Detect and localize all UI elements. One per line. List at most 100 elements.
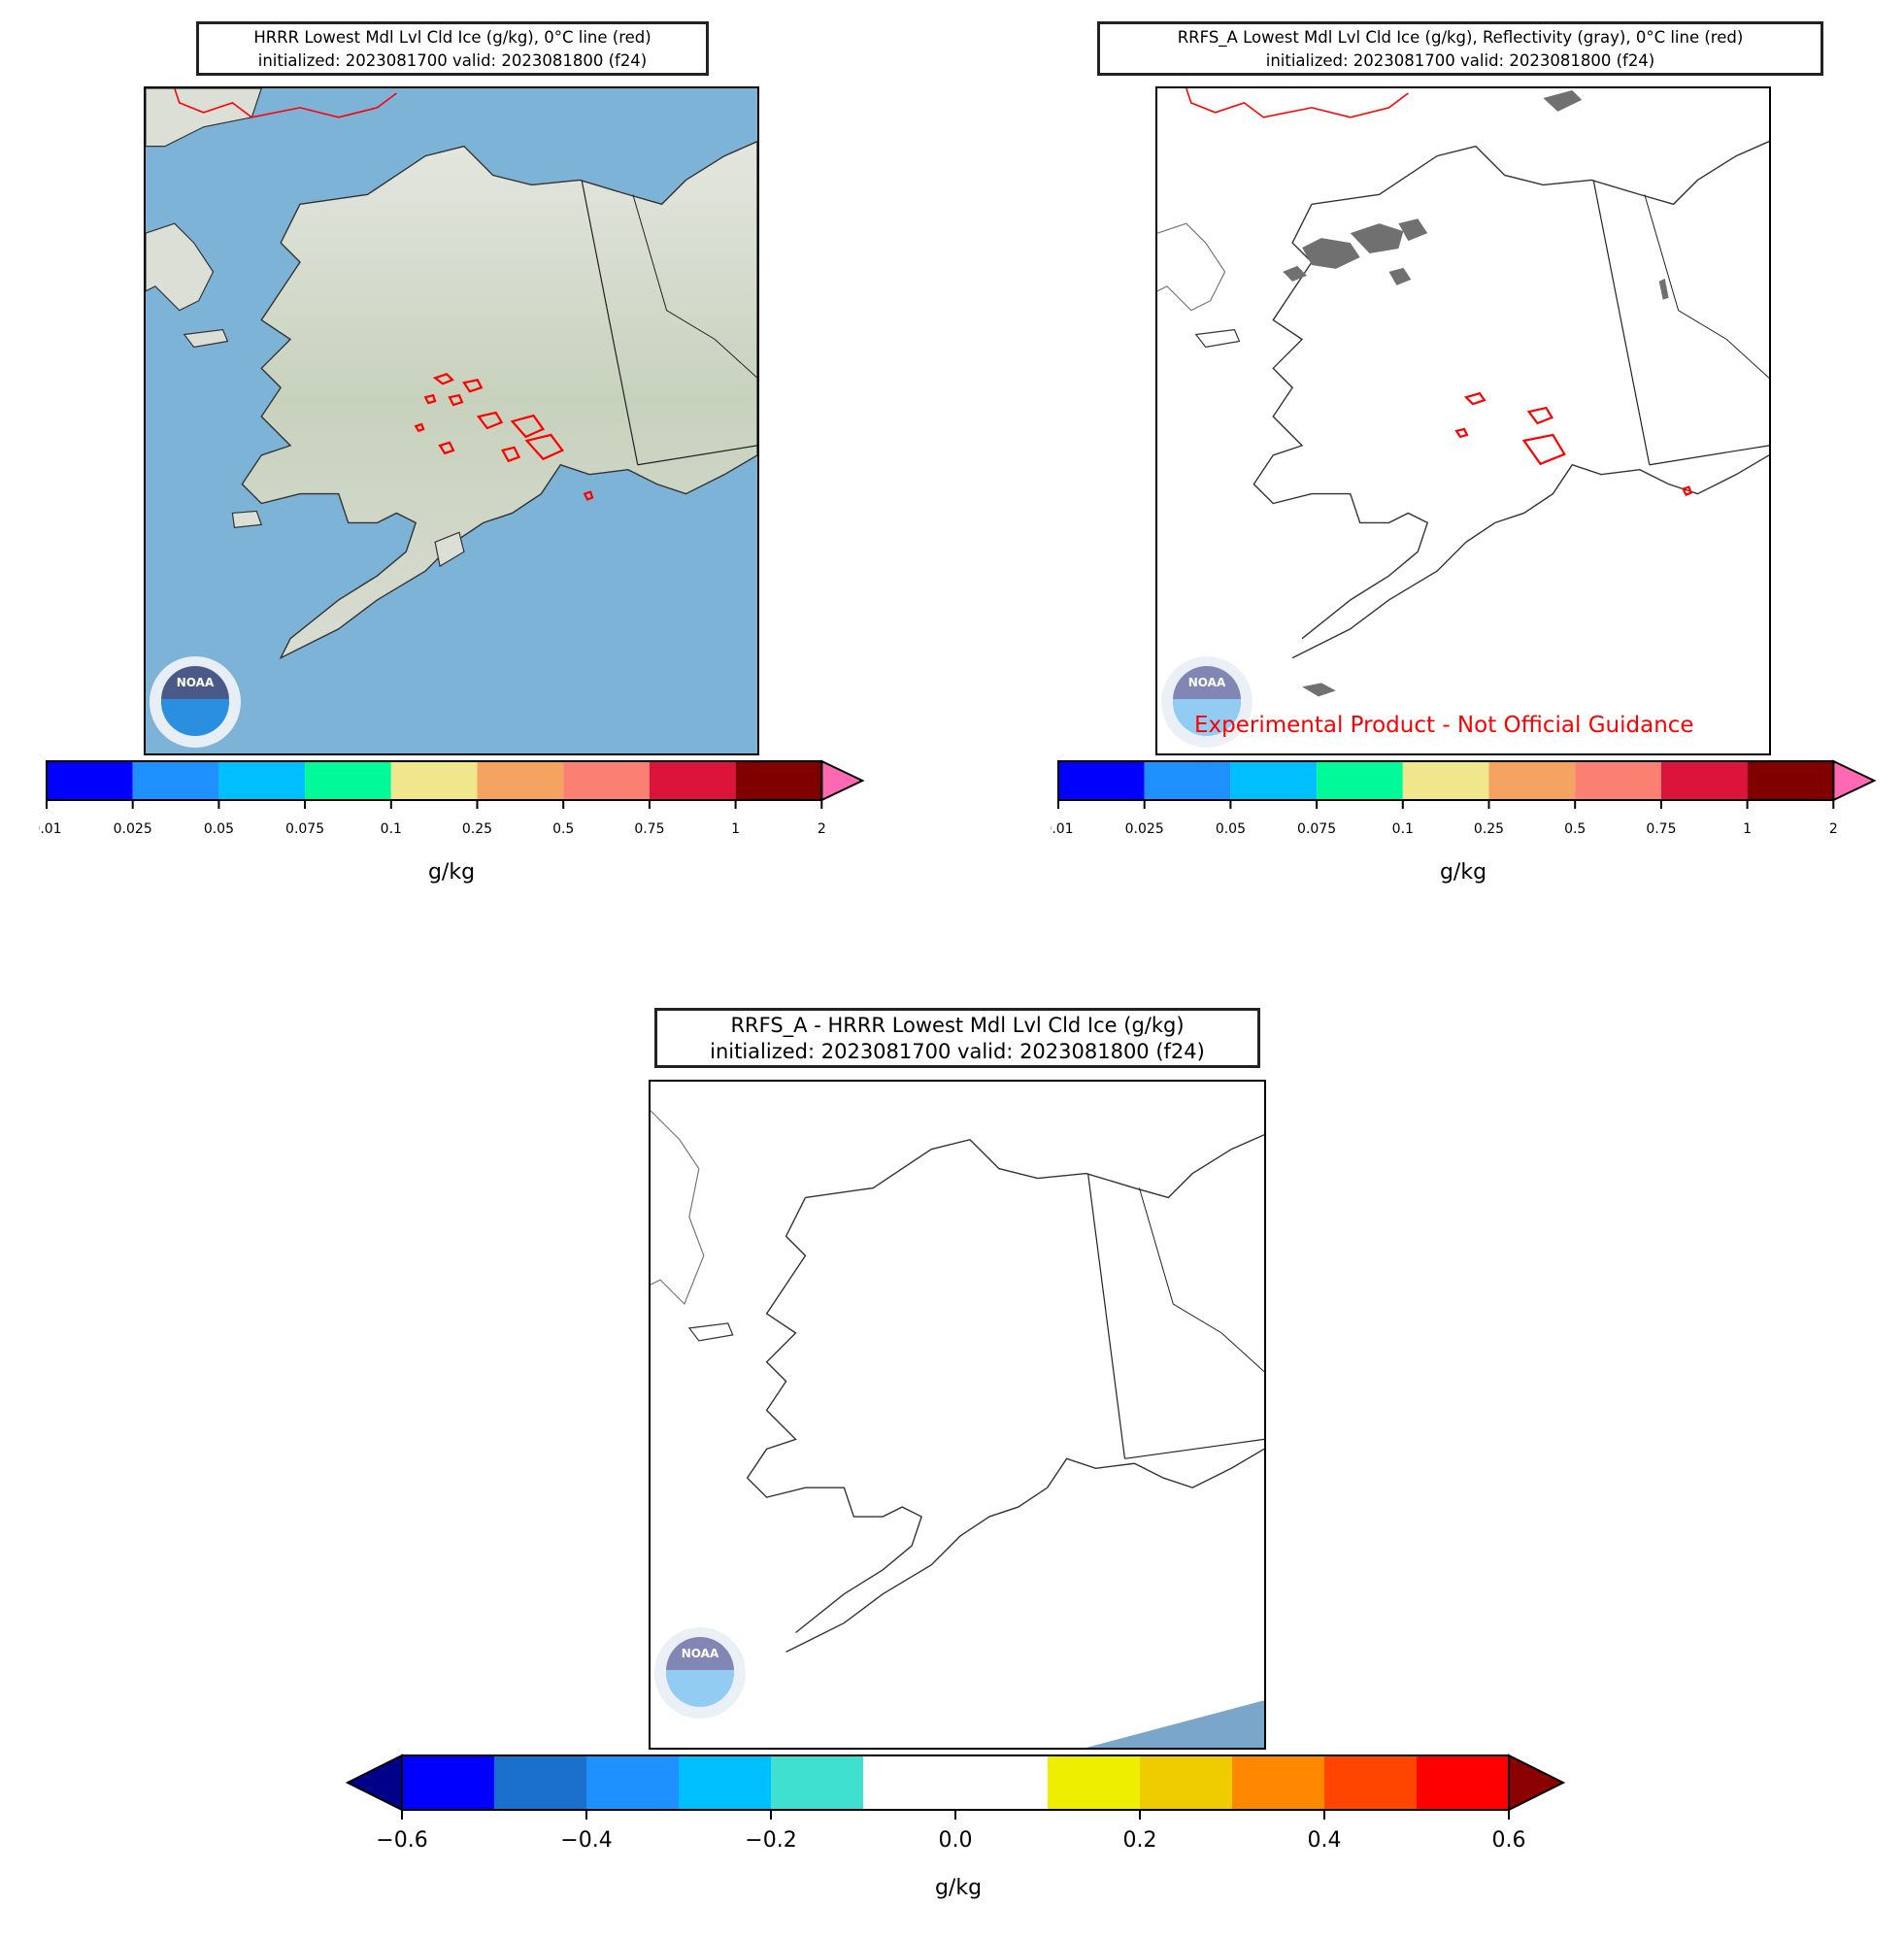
colorbar-segment (1317, 761, 1403, 800)
colorbar-segment (955, 1755, 1048, 1810)
freezing-line-patches (414, 373, 594, 501)
alaska-coastline (1253, 141, 1769, 659)
diff-title-line2: initialized: 2023081700 valid: 202308180… (710, 1040, 1205, 1063)
colorbar-segment (494, 1755, 586, 1810)
colorbar-segment (771, 1755, 863, 1810)
colorbar-outline (1057, 760, 1835, 801)
rrfs-colorbar-svg: 0.01 0.025 0.05 0.075 0.1 0.25 0.5 0.75 1 2 (1051, 759, 1877, 837)
colorbar-tick-label: 0.75 (634, 821, 664, 837)
colorbar-outline (46, 760, 823, 801)
colorbar-segment (390, 761, 478, 800)
colorbar-segment (47, 761, 133, 800)
colorbar-segment (1417, 1755, 1509, 1810)
colorbar-tick-label: 0.6 (1492, 1828, 1526, 1853)
colorbar-tick-label: −0.2 (745, 1828, 796, 1853)
colorbar-tick-label: 0.2 (1123, 1828, 1157, 1853)
chukotka-land (146, 222, 215, 312)
colorbar-tick-label: 0.75 (1646, 821, 1676, 837)
colorbar-segment (679, 1755, 771, 1810)
us-canada-border (581, 180, 639, 465)
colorbar-segment (1488, 761, 1576, 800)
colorbar-segment (1058, 761, 1145, 800)
colorbar-extend-min (345, 1754, 403, 1812)
hrrr-title-line1: HRRR Lowest Mdl Lvl Cld Ice (g/kg), 0°C … (253, 28, 651, 47)
noaa-logo-text: NOAA (681, 1647, 719, 1660)
noaa-logo-bottom (666, 1670, 734, 1707)
colorbar-tick-label: −0.4 (560, 1828, 612, 1853)
hrrr-colorbar: 0.01 0.025 0.05 0.075 0.1 0.25 0.5 0.75 1 2 (39, 759, 874, 856)
colorbar-extend-max (1832, 759, 1877, 802)
colorbar-tick-label: 0.01 (1051, 821, 1074, 837)
colorbar-segment (563, 761, 650, 800)
colorbar-segment (477, 761, 564, 800)
noaa-logo-bottom (161, 699, 229, 736)
hrrr-colorbar-unit: g/kg (427, 860, 476, 885)
colorbar-segment (218, 761, 306, 800)
diff-colorbar: −0.6 −0.4 −0.2 0.0 0.2 0.4 0.6 (340, 1754, 1573, 1870)
bc-border (1649, 445, 1769, 466)
colorbar-tick-label: 0.5 (552, 821, 574, 837)
noaa-logo-text: NOAA (176, 676, 215, 689)
colorbar-extend-max (820, 759, 865, 802)
rrfs-title-line1: RRFS_A Lowest Mdl Lvl Cld Ice (g/kg), Re… (1177, 28, 1744, 47)
colorbar-segment (1048, 1755, 1140, 1810)
bc-border (1124, 1438, 1264, 1459)
st-lawrence-island (183, 328, 229, 349)
colorbar-tick-label: 0.1 (1392, 821, 1414, 837)
colorbar-tick-label: 0.01 (39, 821, 62, 837)
yukon-border (632, 194, 757, 379)
colorbar-tick-label: −0.6 (376, 1828, 427, 1853)
colorbar-tick-label: 1 (731, 821, 740, 837)
colorbar-segment (1575, 761, 1661, 800)
colorbar-segment (1230, 761, 1318, 800)
rrfs-map-canvas (1157, 88, 1769, 697)
colorbar-segment (305, 761, 391, 800)
noaa-logo: NOAA (654, 1627, 746, 1719)
colorbar-segment (1402, 761, 1489, 800)
colorbar-segment (1324, 1755, 1417, 1810)
colorbar-tick-label: 2 (1829, 821, 1838, 837)
colorbar-tick-label: 0.075 (1297, 821, 1336, 837)
nunivak-island (231, 510, 263, 529)
hrrr-map-canvas (146, 88, 757, 660)
freezing-line-patches (1454, 391, 1692, 496)
colorbar-segment (586, 1755, 679, 1810)
noaa-logo: NOAA (150, 656, 241, 748)
colorbar-tick-label: 0.5 (1564, 821, 1586, 837)
diff-map-canvas (651, 1110, 1264, 1748)
colorbar-tick-label: 0.1 (381, 821, 402, 837)
st-lawrence-island (1194, 328, 1241, 349)
colorbar-segment (1232, 1755, 1324, 1810)
colorbar-segment (1660, 761, 1748, 800)
ocean-corner (1086, 1700, 1264, 1748)
rrfs-title: RRFS_A Lowest Mdl Lvl Cld Ice (g/kg), Re… (1097, 21, 1823, 76)
colorbar-tick-label: 0.4 (1308, 1828, 1342, 1853)
yukon-border (1644, 194, 1769, 379)
colorbar-tick-label: 0.05 (204, 821, 234, 837)
reflectivity-areas (1283, 89, 1669, 697)
diff-colorbar-svg: −0.6 −0.4 −0.2 0.0 0.2 0.4 0.6 (345, 1754, 1566, 1853)
colorbar-tick-label: 0.025 (114, 821, 152, 837)
colorbar-segment (735, 761, 822, 800)
colorbar-segment (1140, 1755, 1232, 1810)
noaa-logo-text: NOAA (1187, 676, 1226, 689)
alaska-coastline (746, 1134, 1264, 1654)
colorbar-tick-label: 2 (818, 821, 826, 837)
st-lawrence-island (687, 1322, 734, 1342)
colorbar-tick-label: 0.25 (462, 821, 492, 837)
colorbar-segment (649, 761, 736, 800)
diff-colorbar-unit: g/kg (934, 1876, 983, 1900)
colorbar-tick-label: 1 (1743, 821, 1752, 837)
experimental-watermark: Experimental Product - Not Official Guid… (1194, 713, 1694, 738)
noaa-logo: NOAA (1161, 656, 1253, 748)
hrrr-title: HRRR Lowest Mdl Lvl Cld Ice (g/kg), 0°C … (196, 21, 709, 76)
chukotka-coast (1157, 222, 1226, 312)
us-canada-border (1086, 1173, 1126, 1459)
rrfs-map: NOAA Experimental Product - Not Official… (1155, 86, 1771, 755)
hrrr-map: NOAA (144, 86, 759, 755)
colorbar-extend-max (1508, 1754, 1566, 1812)
yukon-border (1138, 1187, 1264, 1373)
diff-title: RRFS_A - HRRR Lowest Mdl Lvl Cld Ice (g/… (654, 1008, 1260, 1068)
colorbar-tick-label: 0.25 (1474, 821, 1504, 837)
hrrr-title-line2: initialized: 2023081700 valid: 202308180… (257, 51, 648, 70)
